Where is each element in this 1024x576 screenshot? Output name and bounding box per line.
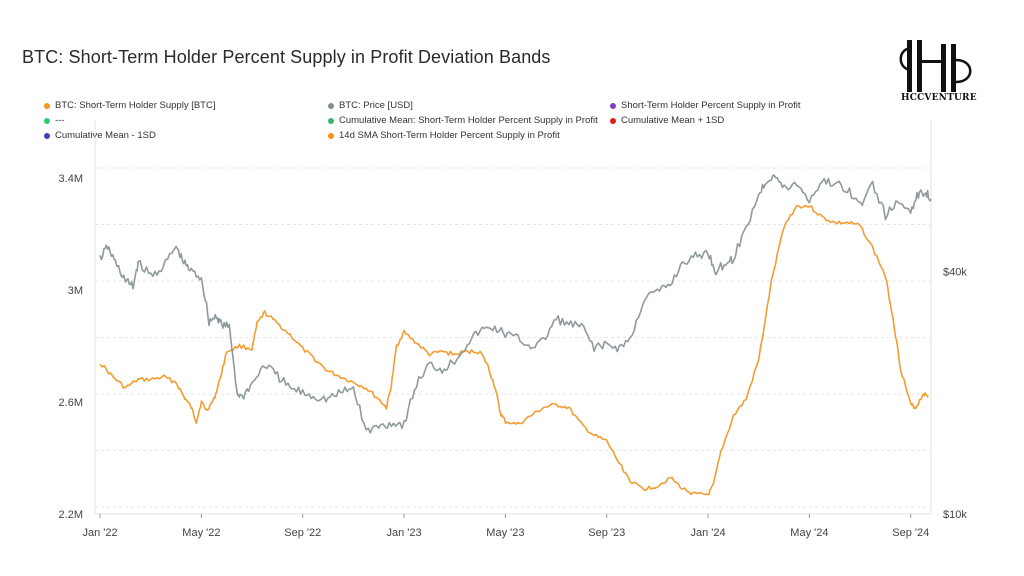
legend-item[interactable]: 14d SMA Short-Term Holder Percent Supply… <box>328 130 560 141</box>
legend-swatch <box>328 132 334 139</box>
x-tick-label: Jan '24 <box>690 527 725 539</box>
legend-swatch <box>610 117 616 124</box>
brand-logo-text: HCCVENTURE <box>901 93 977 103</box>
y-right-tick-label: $10k <box>943 509 967 521</box>
legend-swatch <box>44 102 50 109</box>
legend-label: BTC: Short-Term Holder Supply [BTC] <box>55 100 216 111</box>
x-tick-label: Jan '22 <box>82 527 117 539</box>
x-tick-label: Sep '22 <box>284 527 321 539</box>
x-tick-label: Jan '23 <box>386 527 421 539</box>
legend-item[interactable]: Cumulative Mean - 1SD <box>44 130 156 141</box>
x-tick-label: May '24 <box>790 527 828 539</box>
legend-label: Short-Term Holder Percent Supply in Prof… <box>621 100 801 111</box>
legend-label: 14d SMA Short-Term Holder Percent Supply… <box>339 130 560 141</box>
legend-swatch <box>44 132 50 139</box>
y-left-tick-label: 2.2M <box>59 509 83 521</box>
legend-item[interactable]: Cumulative Mean: Short-Term Holder Perce… <box>328 115 598 126</box>
x-tick-label: Sep '23 <box>588 527 625 539</box>
legend-swatch <box>44 117 50 124</box>
legend-label: BTC: Price [USD] <box>339 100 413 111</box>
brand-logo <box>899 40 972 92</box>
legend-item[interactable]: --- <box>44 115 65 126</box>
x-tick-label: Sep '24 <box>892 527 929 539</box>
legend-label: --- <box>55 115 65 126</box>
legend-swatch <box>610 102 616 109</box>
legend-label: Cumulative Mean - 1SD <box>55 130 156 141</box>
legend-label: Cumulative Mean: Short-Term Holder Perce… <box>339 115 598 126</box>
legend-swatch <box>328 117 334 124</box>
chart-title: BTC: Short-Term Holder Percent Supply in… <box>22 47 551 67</box>
legend-swatch <box>328 102 334 109</box>
legend-item[interactable]: BTC: Price [USD] <box>328 100 413 111</box>
y-left-tick-label: 2.6M <box>59 397 83 409</box>
y-left-tick-label: 3.4M <box>59 173 83 185</box>
y-right-tick-label: $40k <box>943 266 967 278</box>
legend-item[interactable]: Cumulative Mean + 1SD <box>610 115 724 126</box>
sth-supply-line <box>99 204 929 496</box>
y-left-tick-label: 3M <box>68 285 83 297</box>
legend-item[interactable]: BTC: Short-Term Holder Supply [BTC] <box>44 100 216 111</box>
x-tick-label: May '22 <box>182 527 220 539</box>
x-tick-label: May '23 <box>486 527 524 539</box>
btc-price-line <box>99 174 932 434</box>
legend-item[interactable]: Short-Term Holder Percent Supply in Prof… <box>610 100 801 111</box>
chart-legend: BTC: Short-Term Holder Supply [BTC] BTC: … <box>44 100 924 144</box>
legend-label: Cumulative Mean + 1SD <box>621 115 725 126</box>
